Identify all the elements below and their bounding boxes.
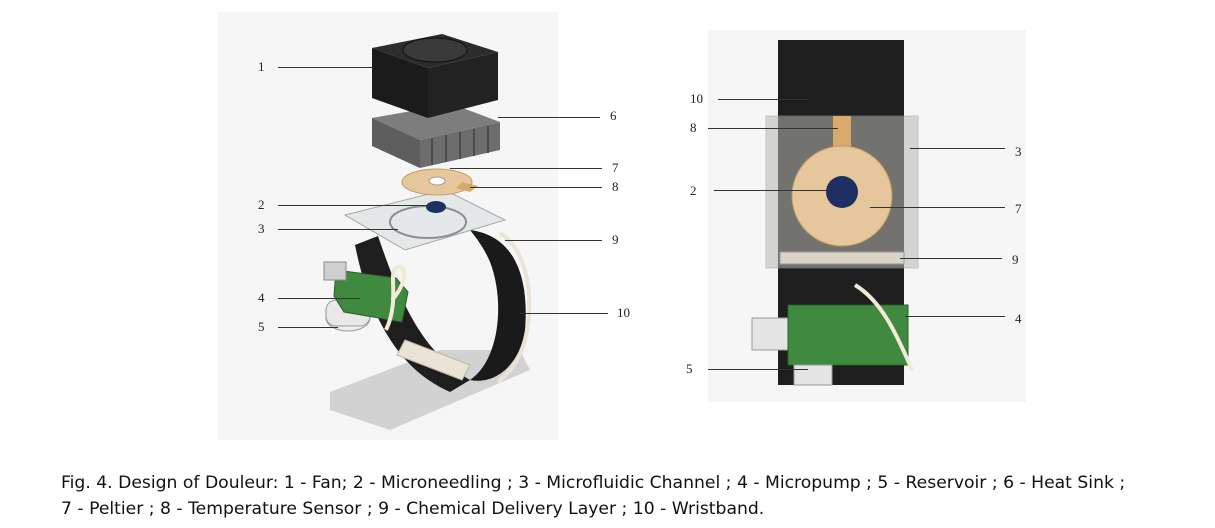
- left-callout-10: 10: [617, 305, 630, 320]
- left-leader-7: [450, 168, 602, 169]
- right-callout-9: 9: [1012, 252, 1019, 267]
- right-leader-9: [900, 258, 1002, 259]
- left-callout-8: 8: [612, 179, 619, 194]
- left-leader-8: [470, 187, 602, 188]
- left-leader-6: [498, 117, 600, 118]
- microneedle-top: [826, 176, 858, 208]
- micropump-connector: [323, 261, 347, 281]
- sensor-strip: [833, 116, 851, 150]
- left-callout-1: 1: [258, 59, 265, 74]
- right-leader-10: [718, 99, 808, 100]
- right-leader-3: [910, 148, 1005, 149]
- left-callout-4: 4: [258, 290, 265, 305]
- right-leader-5: [708, 369, 808, 370]
- right-leader-8: [708, 128, 838, 129]
- heat-sink-front: [372, 118, 420, 168]
- device-shadow: [330, 350, 530, 430]
- right-callout-7: 7: [1015, 201, 1022, 216]
- right-leader-7: [870, 207, 1005, 208]
- reservoir-top: [751, 317, 793, 351]
- left-callout-7: 7: [612, 160, 619, 175]
- reservoir-bottom: [793, 364, 833, 386]
- left-callout-9: 9: [612, 232, 619, 247]
- tube: [384, 264, 407, 331]
- temperature-sensor: [456, 182, 478, 192]
- left-callout-3: 3: [258, 221, 265, 236]
- fan-front: [372, 48, 428, 118]
- caption-line-2: 7 - Peltier ; 8 - Temperature Sensor ; 9…: [61, 499, 765, 519]
- left-leader-9: [505, 240, 602, 241]
- left-callout-2: 2: [258, 197, 265, 212]
- wristband-strip: [496, 231, 532, 384]
- heat-sink-top: [372, 104, 500, 140]
- micropump-top: [787, 304, 909, 366]
- right-callout-3: 3: [1015, 144, 1022, 159]
- wristband-clip: [396, 339, 471, 381]
- left-leader-2: [278, 205, 432, 206]
- right-callout-5: 5: [686, 361, 693, 376]
- right-callout-4: 4: [1015, 311, 1022, 326]
- wristband-left: [355, 236, 470, 392]
- fan-blades: [402, 37, 468, 63]
- caption-line-1: Fig. 4. Design of Douleur: 1 - Fan; 2 - …: [61, 473, 1126, 493]
- wristband-right: [470, 230, 526, 381]
- figure-caption: Fig. 4. Design of Douleur: 1 - Fan; 2 - …: [61, 470, 1191, 522]
- peltier-hole: [428, 176, 446, 186]
- microneedle: [426, 201, 446, 213]
- right-callout-8: 8: [690, 120, 697, 135]
- left-leader-5: [278, 327, 338, 328]
- fan-side: [428, 52, 498, 118]
- right-leader-2: [714, 190, 828, 191]
- micropump: [333, 269, 409, 323]
- left-callout-5: 5: [258, 319, 265, 334]
- right-callout-10: 10: [690, 91, 703, 106]
- left-leader-4: [278, 298, 360, 299]
- left-callout-6: 6: [610, 108, 617, 123]
- delivery-layer-top: [779, 251, 905, 265]
- right-leader-4: [905, 316, 1005, 317]
- left-leader-1: [278, 67, 374, 68]
- left-leader-3: [278, 229, 398, 230]
- left-leader-10: [520, 313, 608, 314]
- right-callout-2: 2: [690, 183, 697, 198]
- tube-top: [853, 283, 914, 371]
